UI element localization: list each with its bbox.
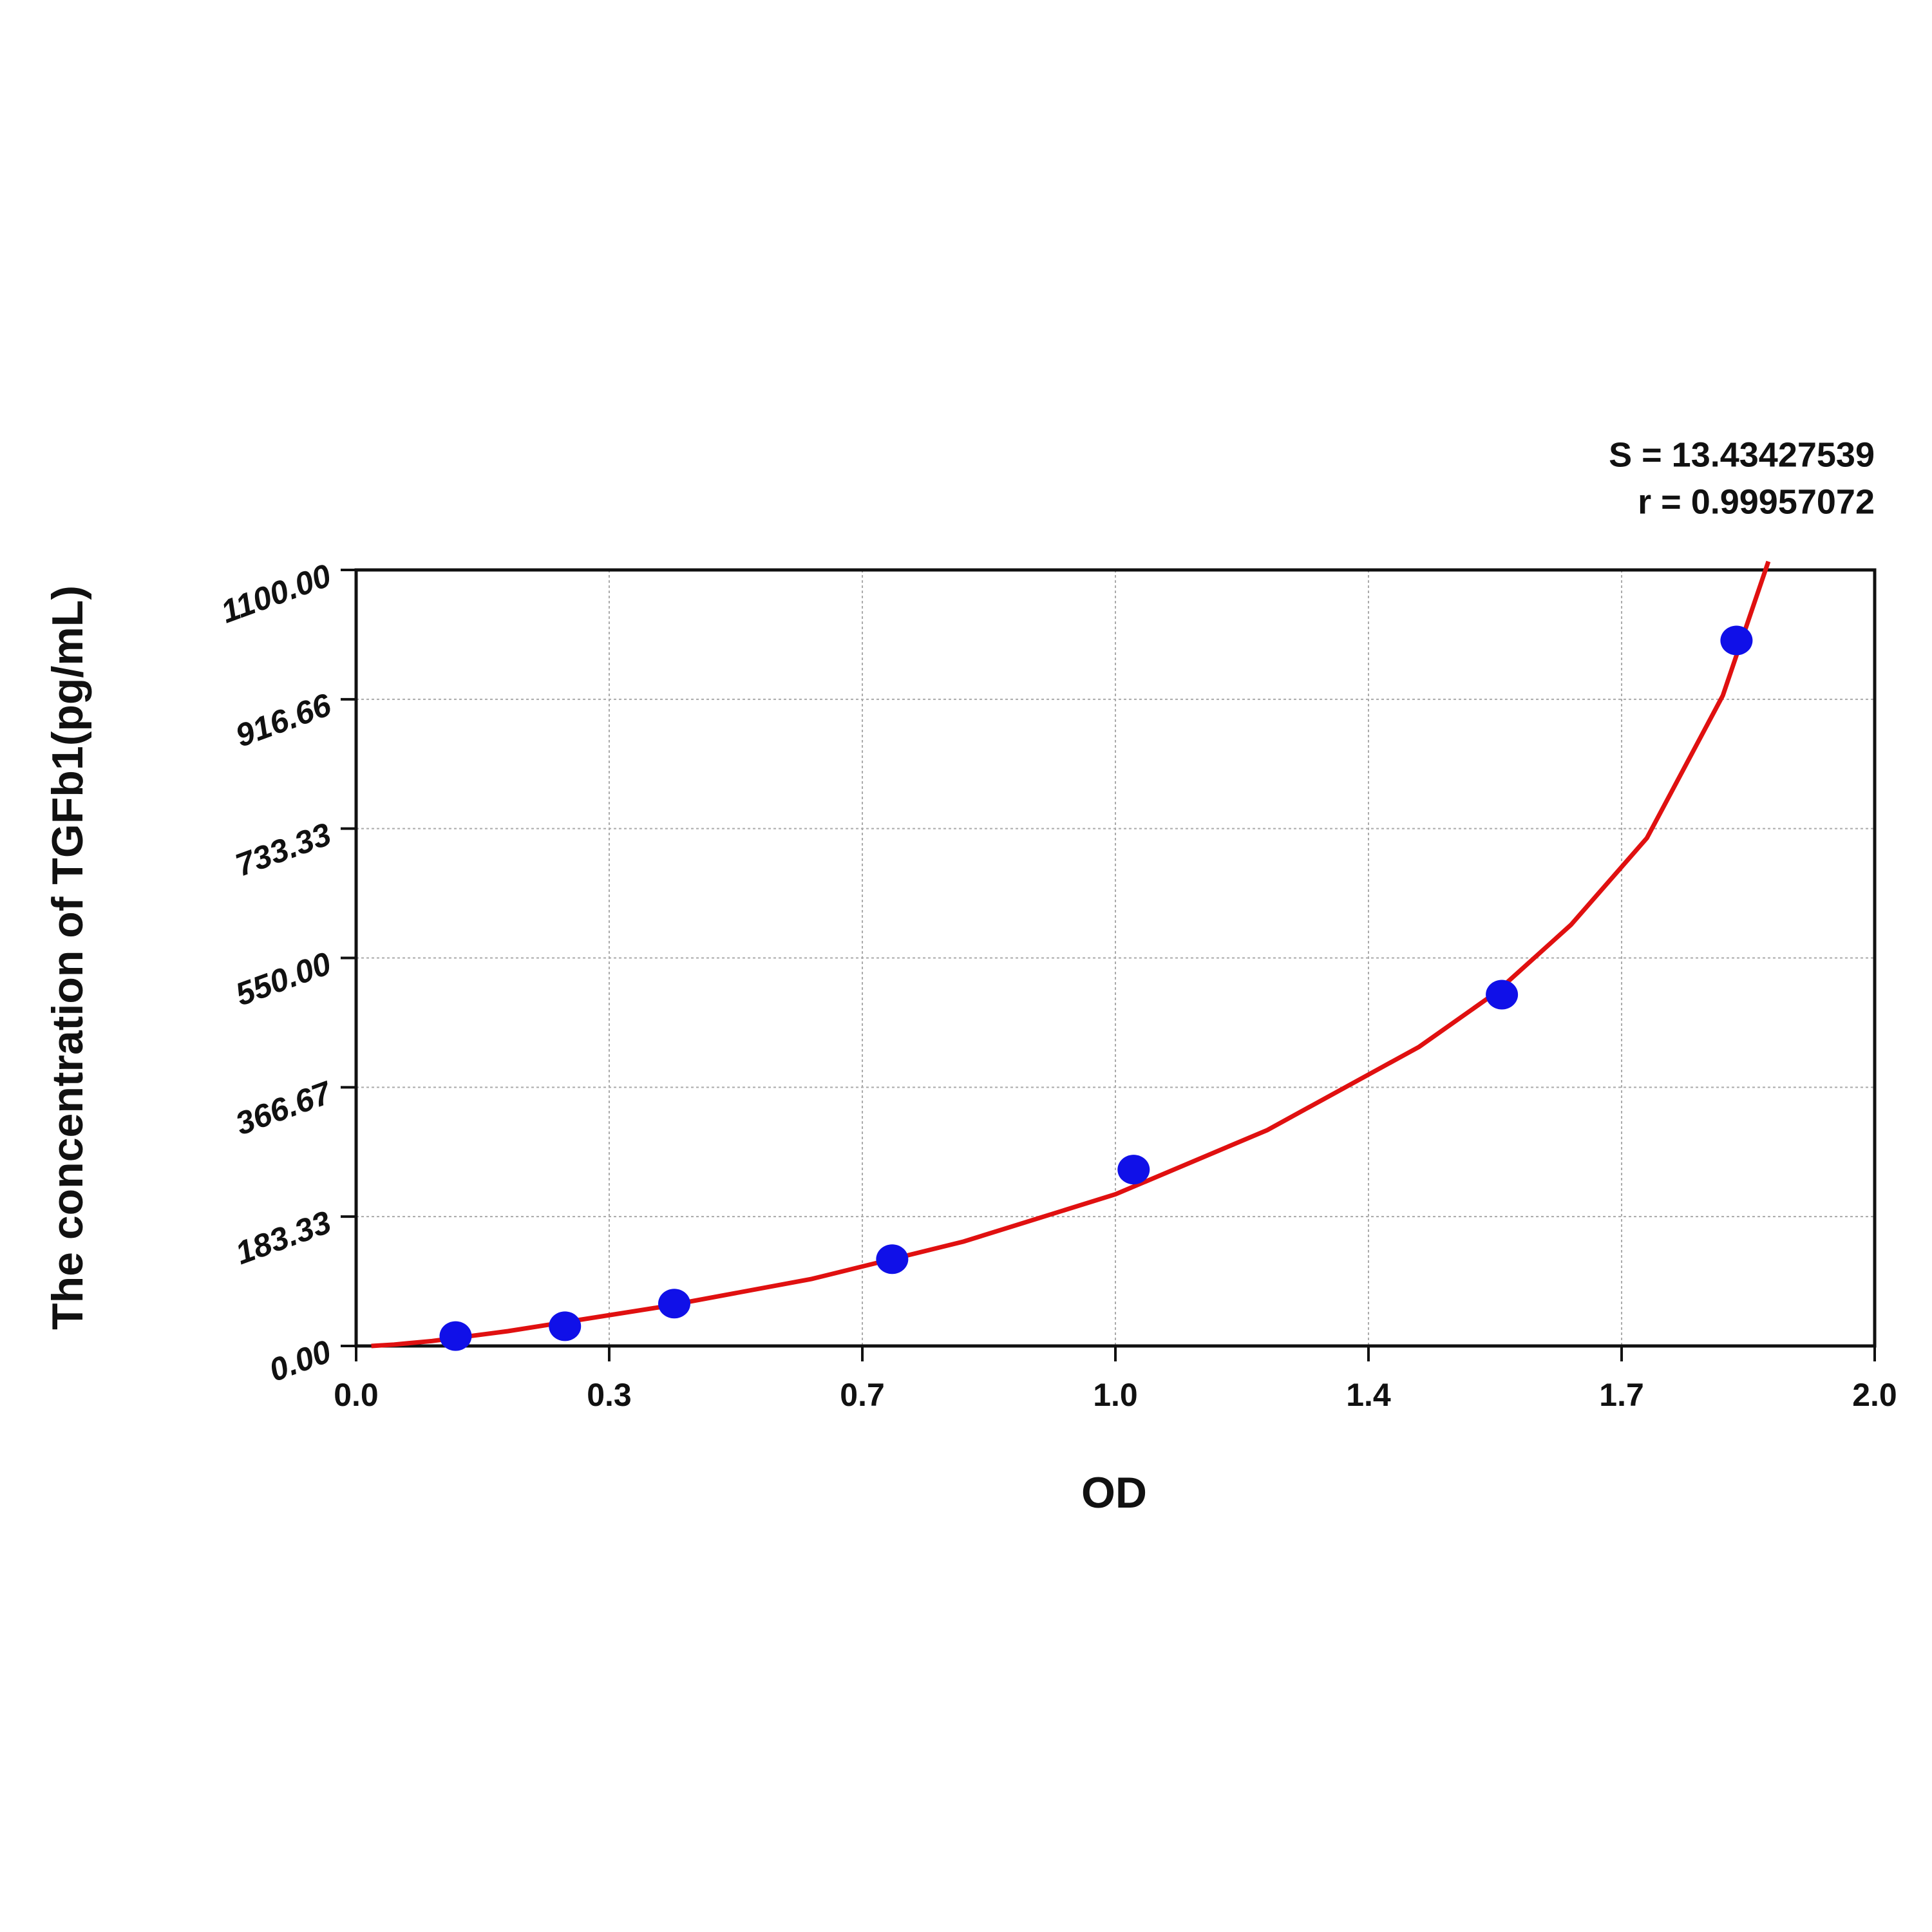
data-point bbox=[1486, 980, 1519, 1010]
fit-curve bbox=[371, 560, 1771, 1349]
y-tick-label: 550.00 bbox=[231, 945, 336, 1013]
x-tick-label: 1.4 bbox=[1346, 1377, 1391, 1413]
data-point bbox=[876, 1244, 909, 1274]
y-tick-label: 0.00 bbox=[265, 1333, 336, 1388]
x-axis-label: OD bbox=[1081, 1468, 1147, 1517]
x-tick-label: 0.7 bbox=[840, 1377, 885, 1413]
data-point bbox=[1720, 625, 1753, 656]
data-point bbox=[1117, 1155, 1150, 1185]
y-tick-label: 916.66 bbox=[231, 687, 336, 754]
y-tick-label: 366.67 bbox=[231, 1074, 337, 1142]
annotation: r = 0.99957072 bbox=[1638, 482, 1875, 521]
x-tick-label: 2.0 bbox=[1852, 1377, 1897, 1413]
x-tick-label: 0.0 bbox=[334, 1377, 379, 1413]
x-tick-label: 1.7 bbox=[1599, 1377, 1644, 1413]
y-axis-label: The concentration of TGFb1(pg/mL) bbox=[43, 585, 92, 1330]
x-tick-label: 1.0 bbox=[1093, 1377, 1138, 1413]
data-point bbox=[439, 1321, 472, 1351]
y-tick-label: 183.33 bbox=[231, 1204, 336, 1271]
y-tick-label: 733.33 bbox=[231, 816, 336, 884]
x-tick-label: 0.3 bbox=[587, 1377, 632, 1413]
data-point bbox=[658, 1289, 691, 1319]
data-point bbox=[549, 1311, 582, 1341]
y-tick-label: 1100.00 bbox=[216, 557, 336, 630]
annotation: S = 13.43427539 bbox=[1609, 435, 1875, 474]
plot-frame bbox=[354, 568, 1877, 1348]
